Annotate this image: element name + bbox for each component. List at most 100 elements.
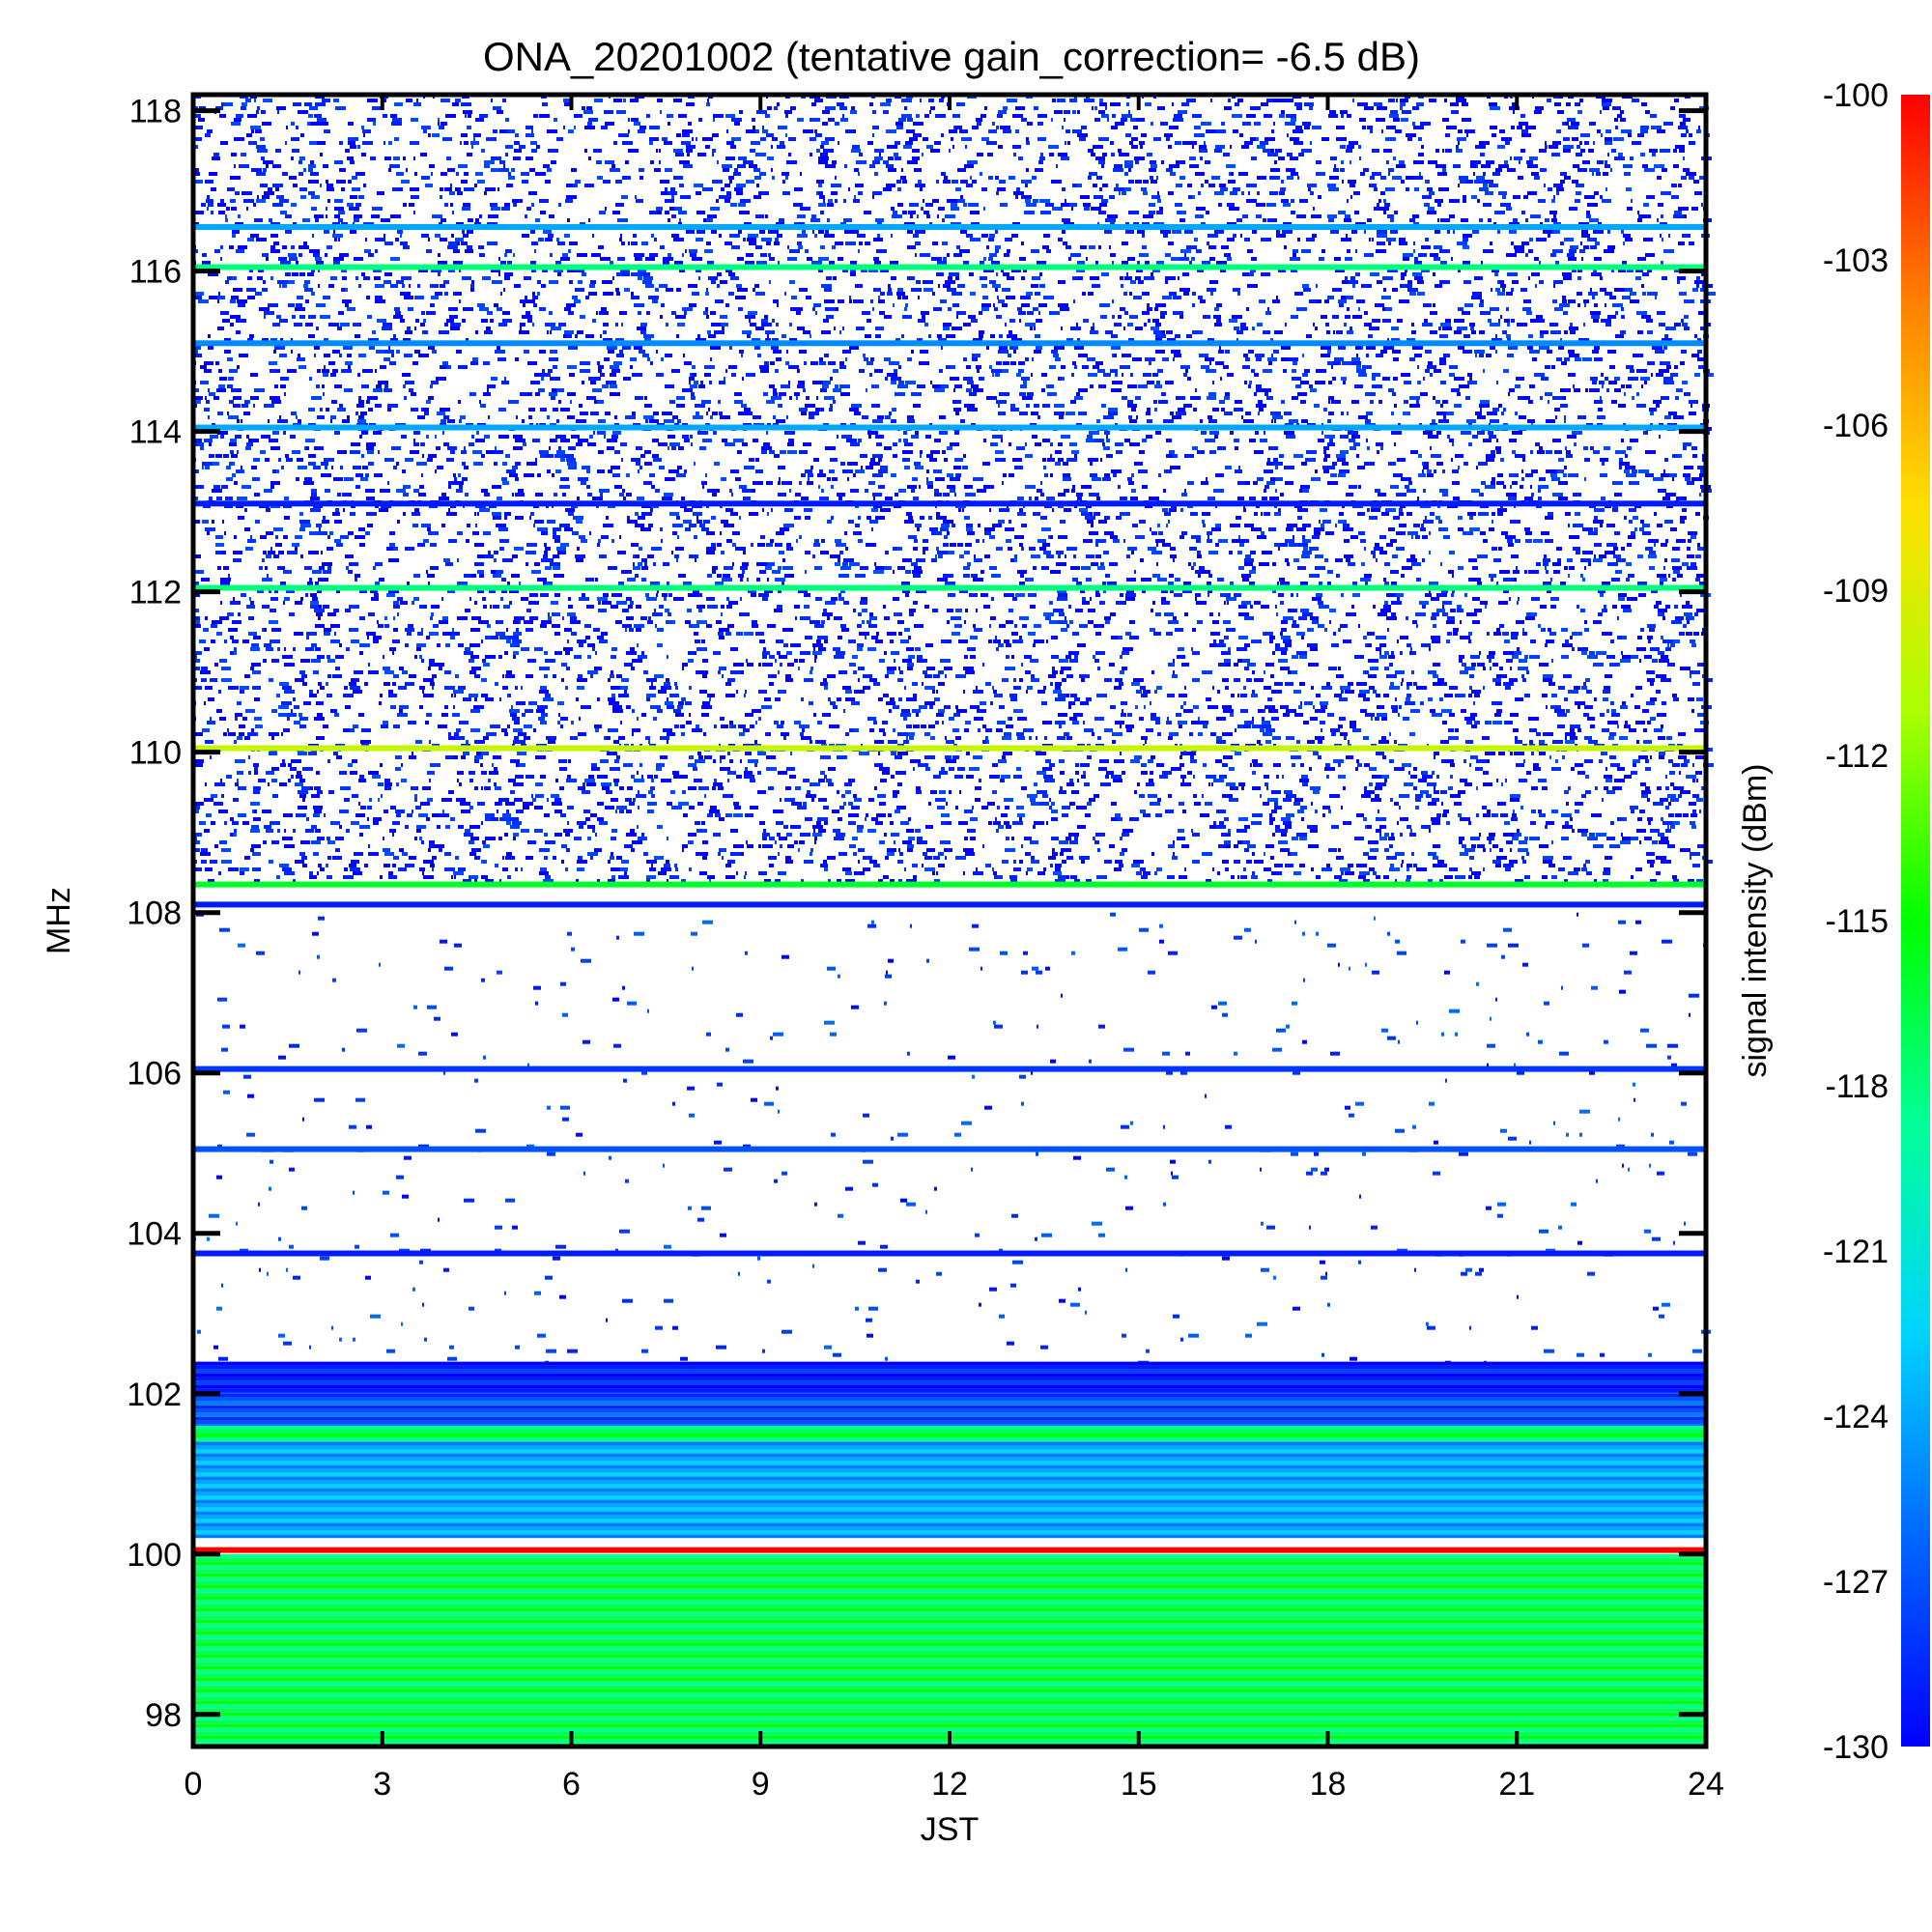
noise-cell xyxy=(541,377,544,381)
noise-cell xyxy=(1425,350,1432,354)
noise-cell xyxy=(714,462,720,466)
noise-cell xyxy=(411,195,419,199)
noise-cell xyxy=(411,392,416,396)
noise-cell xyxy=(337,408,346,412)
noise-cell xyxy=(1599,381,1605,384)
noise-cell xyxy=(1591,315,1600,319)
noise-cell xyxy=(696,412,699,415)
noise-cell xyxy=(1495,168,1502,172)
noise-cell xyxy=(902,180,907,184)
noise-cell xyxy=(746,180,754,184)
noise-cell xyxy=(587,493,592,497)
noise-cell xyxy=(1331,400,1341,404)
noise-cell xyxy=(764,361,769,365)
noise-cell xyxy=(513,446,523,450)
noise-cell xyxy=(824,396,835,400)
noise-cell xyxy=(291,156,294,160)
noise-cell xyxy=(1678,126,1688,129)
noise-cell xyxy=(1145,357,1155,361)
noise-cell xyxy=(897,288,903,292)
noise-cell xyxy=(988,238,994,242)
noise-cell xyxy=(778,481,781,485)
noise-cell xyxy=(1538,489,1541,493)
noise-cell xyxy=(311,195,320,199)
noise-cell xyxy=(1440,218,1450,222)
noise-cell xyxy=(873,257,879,261)
noise-cell xyxy=(893,454,897,458)
noise-cell xyxy=(1683,442,1691,446)
noise-cell xyxy=(1498,164,1509,168)
noise-cell xyxy=(1256,137,1259,141)
noise-cell xyxy=(810,334,811,338)
noise-cell xyxy=(770,361,775,365)
noise-cell xyxy=(733,439,744,442)
noise-cell xyxy=(888,284,891,288)
noise-cell xyxy=(231,296,239,299)
noise-cell xyxy=(1129,315,1138,319)
noise-cell xyxy=(1551,218,1557,222)
noise-cell xyxy=(1417,497,1419,500)
noise-cell xyxy=(230,439,237,442)
noise-cell xyxy=(736,284,742,288)
noise-cell xyxy=(1081,126,1087,129)
noise-cell xyxy=(894,369,897,373)
noise-cell xyxy=(442,431,444,435)
noise-cell xyxy=(542,269,548,272)
noise-cell xyxy=(228,377,234,381)
noise-cell xyxy=(459,269,461,272)
noise-cell xyxy=(923,288,933,292)
noise-cell xyxy=(403,156,406,160)
noise-cell xyxy=(1387,338,1389,342)
noise-cell xyxy=(1570,245,1578,249)
noise-cell xyxy=(1209,450,1216,454)
noise-cell xyxy=(679,184,684,187)
noise-cell xyxy=(1076,323,1078,327)
noise-cell xyxy=(455,187,461,191)
noise-cell xyxy=(868,269,878,272)
noise-cell xyxy=(760,253,767,257)
noise-cell xyxy=(841,435,852,439)
noise-cell xyxy=(1696,129,1701,133)
noise-cell xyxy=(1527,164,1538,168)
noise-cell xyxy=(818,191,823,195)
noise-cell xyxy=(1430,373,1433,377)
noise-cell xyxy=(413,211,415,214)
noise-cell xyxy=(554,269,563,272)
noise-cell xyxy=(1520,114,1525,118)
noise-cell xyxy=(491,99,493,102)
noise-cell xyxy=(885,497,893,500)
noise-cell xyxy=(486,327,491,330)
noise-cell xyxy=(967,160,978,164)
noise-cell xyxy=(1355,346,1361,350)
noise-cell xyxy=(1123,292,1127,296)
noise-cell xyxy=(216,497,222,500)
noise-cell xyxy=(247,338,253,342)
noise-cell xyxy=(1290,156,1298,160)
noise-cell xyxy=(1099,187,1102,191)
noise-cell xyxy=(1230,431,1234,435)
noise-cell xyxy=(1673,214,1684,218)
noise-cell xyxy=(955,126,962,129)
noise-cell xyxy=(1477,415,1486,419)
noise-cell xyxy=(632,412,636,415)
noise-cell xyxy=(261,110,266,114)
noise-cell xyxy=(1179,176,1185,180)
noise-cell xyxy=(1076,269,1085,272)
noise-cell xyxy=(1297,176,1299,180)
noise-cell xyxy=(1207,396,1216,400)
noise-cell xyxy=(443,415,449,419)
plot-area xyxy=(190,92,1716,1749)
noise-cell xyxy=(532,439,540,442)
noise-cell xyxy=(878,299,885,303)
noise-cell xyxy=(1584,195,1595,199)
noise-cell xyxy=(635,195,637,199)
noise-cell xyxy=(539,350,546,354)
noise-cell xyxy=(1332,377,1336,381)
noise-cell xyxy=(631,118,639,122)
noise-cell xyxy=(839,365,846,369)
noise-cell xyxy=(277,110,279,114)
noise-cell xyxy=(1521,211,1525,214)
noise-cell xyxy=(384,388,392,392)
noise-cell xyxy=(265,458,270,462)
noise-cell xyxy=(328,361,335,365)
